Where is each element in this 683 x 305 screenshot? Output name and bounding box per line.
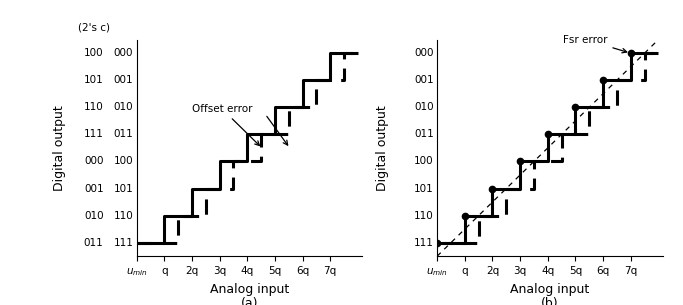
Text: (b): (b) [541, 297, 559, 305]
Text: 111: 111 [113, 238, 133, 248]
Text: 010: 010 [414, 102, 434, 112]
Text: 101: 101 [414, 184, 434, 194]
Text: 000: 000 [415, 48, 434, 58]
Text: 100: 100 [113, 156, 133, 167]
Text: Offset error: Offset error [192, 104, 260, 145]
X-axis label: Analog input: Analog input [510, 283, 589, 296]
Text: 000: 000 [114, 48, 133, 58]
Text: 001: 001 [414, 75, 434, 85]
Text: 011: 011 [84, 238, 104, 248]
Text: (2's c): (2's c) [78, 23, 110, 33]
Text: 100: 100 [414, 156, 434, 167]
Text: Fsr error: Fsr error [563, 34, 627, 53]
Text: 100: 100 [84, 48, 104, 58]
Text: 101: 101 [84, 75, 104, 85]
Text: 110: 110 [414, 210, 434, 221]
Y-axis label: Digital output: Digital output [376, 105, 389, 191]
Text: 000: 000 [84, 156, 104, 167]
Text: 011: 011 [414, 129, 434, 139]
Text: 110: 110 [84, 102, 104, 112]
Text: 111: 111 [84, 129, 104, 139]
Text: 010: 010 [113, 102, 133, 112]
X-axis label: Analog input: Analog input [210, 283, 289, 296]
Y-axis label: Digital output: Digital output [53, 105, 66, 191]
Text: 001: 001 [84, 184, 104, 194]
Text: 111: 111 [414, 238, 434, 248]
Text: 001: 001 [113, 75, 133, 85]
Text: 010: 010 [84, 210, 104, 221]
Text: 011: 011 [113, 129, 133, 139]
Text: 101: 101 [113, 184, 133, 194]
Text: 110: 110 [113, 210, 133, 221]
Text: (a): (a) [240, 297, 258, 305]
